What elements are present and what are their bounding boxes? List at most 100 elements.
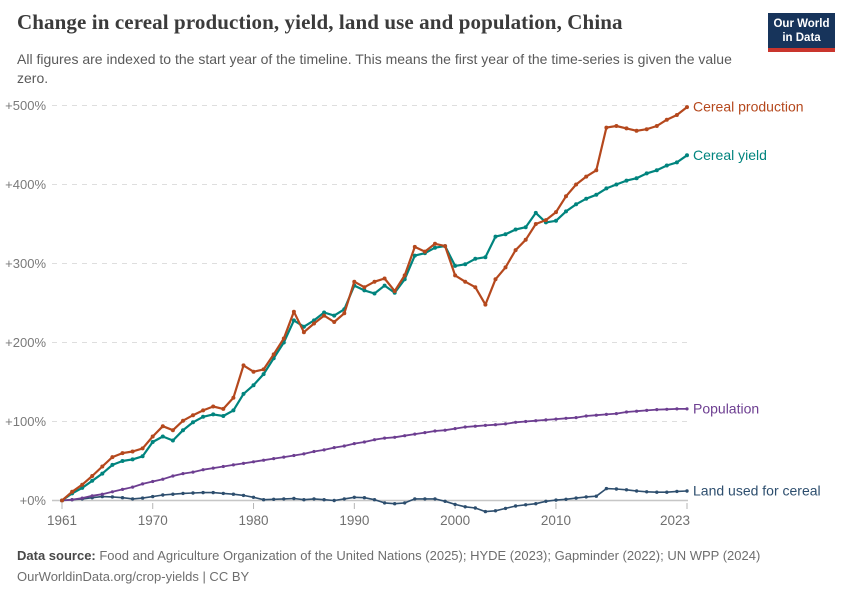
data-point <box>221 414 226 418</box>
data-point <box>70 489 75 494</box>
data-point <box>261 367 266 372</box>
y-axis-tick-label: +100% <box>5 414 46 429</box>
data-point <box>140 454 145 459</box>
data-point <box>80 496 84 500</box>
data-point <box>301 330 306 335</box>
data-point <box>493 423 498 427</box>
series-cereal-yield: Cereal yield <box>60 147 767 503</box>
data-point <box>171 492 175 496</box>
data-point <box>241 363 246 368</box>
data-point <box>70 498 74 502</box>
data-point <box>90 494 94 498</box>
data-point <box>181 428 185 433</box>
data-point <box>60 498 64 503</box>
data-point <box>514 420 518 424</box>
data-point <box>312 321 316 326</box>
data-point <box>584 174 589 179</box>
data-point <box>634 489 639 493</box>
data-point <box>433 497 437 501</box>
data-point <box>604 486 609 491</box>
data-point <box>624 488 629 492</box>
data-point <box>554 498 558 502</box>
data-point <box>594 413 598 417</box>
data-point <box>251 383 256 388</box>
data-point <box>523 225 528 230</box>
data-point <box>634 128 639 133</box>
data-point <box>674 113 679 117</box>
data-point <box>473 424 477 428</box>
data-point <box>614 182 619 187</box>
data-point <box>130 449 135 454</box>
data-point <box>191 470 195 474</box>
x-axis-tick-label: 1990 <box>339 513 369 528</box>
data-point <box>413 497 417 501</box>
data-point <box>463 262 468 267</box>
data-point <box>413 432 417 436</box>
data-point <box>362 496 367 500</box>
data-point <box>453 502 457 507</box>
data-point <box>211 404 216 409</box>
data-point <box>161 477 165 481</box>
data-point <box>624 178 629 183</box>
data-point <box>281 336 286 341</box>
data-point <box>221 491 225 496</box>
data-point <box>685 489 689 493</box>
data-point <box>685 407 689 411</box>
license-line: OurWorldinData.org/crop-yields | CC BY <box>17 569 250 584</box>
data-point <box>654 124 659 128</box>
data-point <box>554 210 558 215</box>
data-point <box>272 457 276 461</box>
data-point <box>302 498 306 502</box>
data-point <box>120 459 125 463</box>
data-point <box>493 234 498 239</box>
data-point <box>241 493 246 498</box>
data-point <box>635 409 639 413</box>
data-point <box>594 494 598 498</box>
data-point <box>261 372 266 377</box>
data-point <box>564 416 568 420</box>
data-point <box>160 434 165 439</box>
data-point <box>292 453 296 458</box>
data-point <box>503 422 508 426</box>
data-point <box>574 202 579 207</box>
data-point <box>604 412 609 416</box>
data-point <box>524 503 528 507</box>
data-point <box>140 446 145 451</box>
data-point <box>584 414 588 418</box>
data-point <box>170 438 175 443</box>
data-point <box>493 277 498 282</box>
data-point <box>533 210 538 215</box>
data-point <box>644 171 649 176</box>
data-point <box>170 428 175 433</box>
data-point <box>372 279 377 284</box>
data-point <box>322 310 327 315</box>
data-point <box>251 495 256 499</box>
data-point <box>564 194 568 199</box>
data-point <box>332 446 336 450</box>
data-point <box>362 285 367 290</box>
data-point <box>352 495 356 499</box>
data-point <box>352 442 356 446</box>
data-point <box>453 263 458 268</box>
data-point <box>674 160 679 165</box>
series-line <box>61 407 688 502</box>
data-point <box>624 410 629 414</box>
data-point <box>423 497 427 501</box>
data-point <box>523 237 528 242</box>
data-point <box>342 497 346 501</box>
data-point <box>100 464 105 469</box>
data-point <box>181 491 185 496</box>
y-axis-tick-label: +300% <box>5 256 46 271</box>
data-point <box>131 485 135 489</box>
data-point <box>433 245 437 250</box>
data-point <box>624 126 629 131</box>
data-point <box>493 509 498 513</box>
data-point <box>423 431 427 435</box>
data-point <box>282 497 286 501</box>
series-label-cereal-production: Cereal production <box>693 99 804 115</box>
data-point <box>120 487 125 491</box>
owid-logo[interactable]: Our World in Data <box>768 13 835 52</box>
data-point <box>382 276 387 281</box>
data-point <box>150 440 155 444</box>
data-point <box>211 490 215 495</box>
